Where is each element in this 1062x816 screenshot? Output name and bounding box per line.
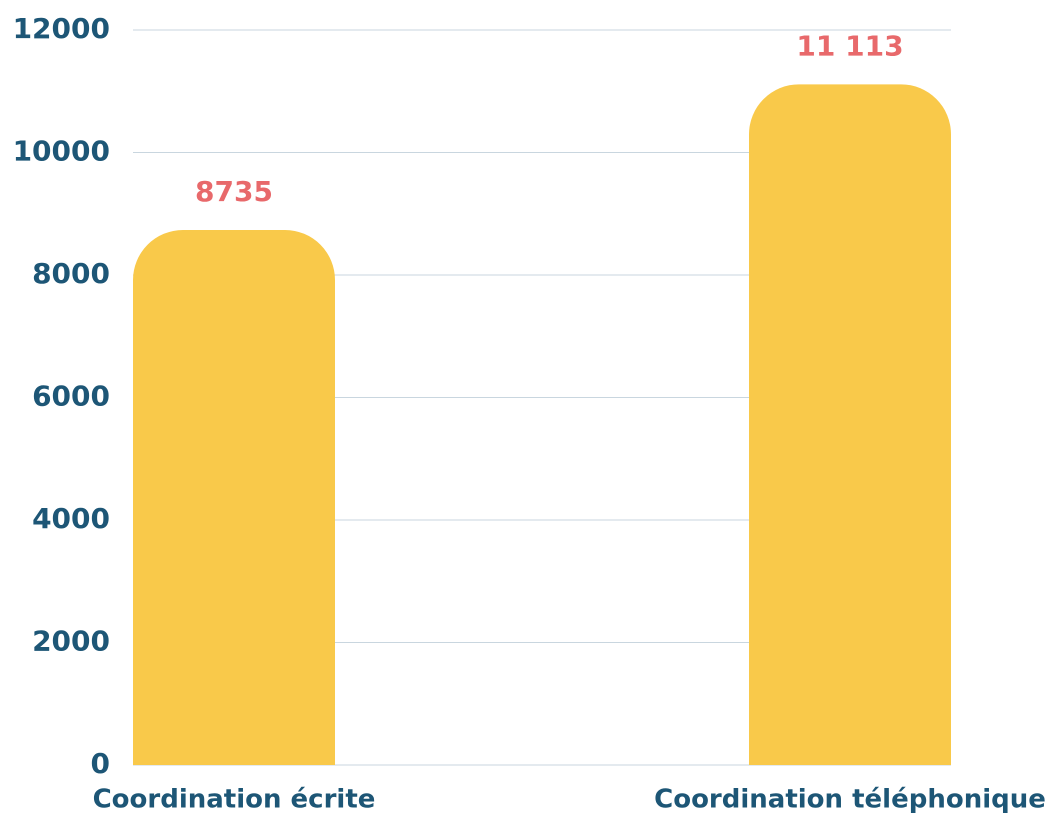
y-tick-label: 8000 — [32, 257, 110, 290]
y-tick-label: 10000 — [13, 135, 110, 168]
bar — [133, 229, 335, 766]
y-tick-label: 6000 — [32, 380, 110, 413]
y-tick-label: 0 — [91, 747, 110, 780]
y-tick-label: 4000 — [32, 502, 110, 535]
x-tick-label: Coordination téléphonique — [654, 785, 1046, 815]
y-tick-label: 12000 — [13, 12, 110, 45]
value-label: 8735 — [195, 175, 273, 208]
bar — [749, 84, 951, 766]
x-tick-label: Coordination écrite — [93, 785, 376, 815]
value-label: 11 113 — [796, 29, 903, 62]
y-tick-label: 2000 — [32, 625, 110, 658]
